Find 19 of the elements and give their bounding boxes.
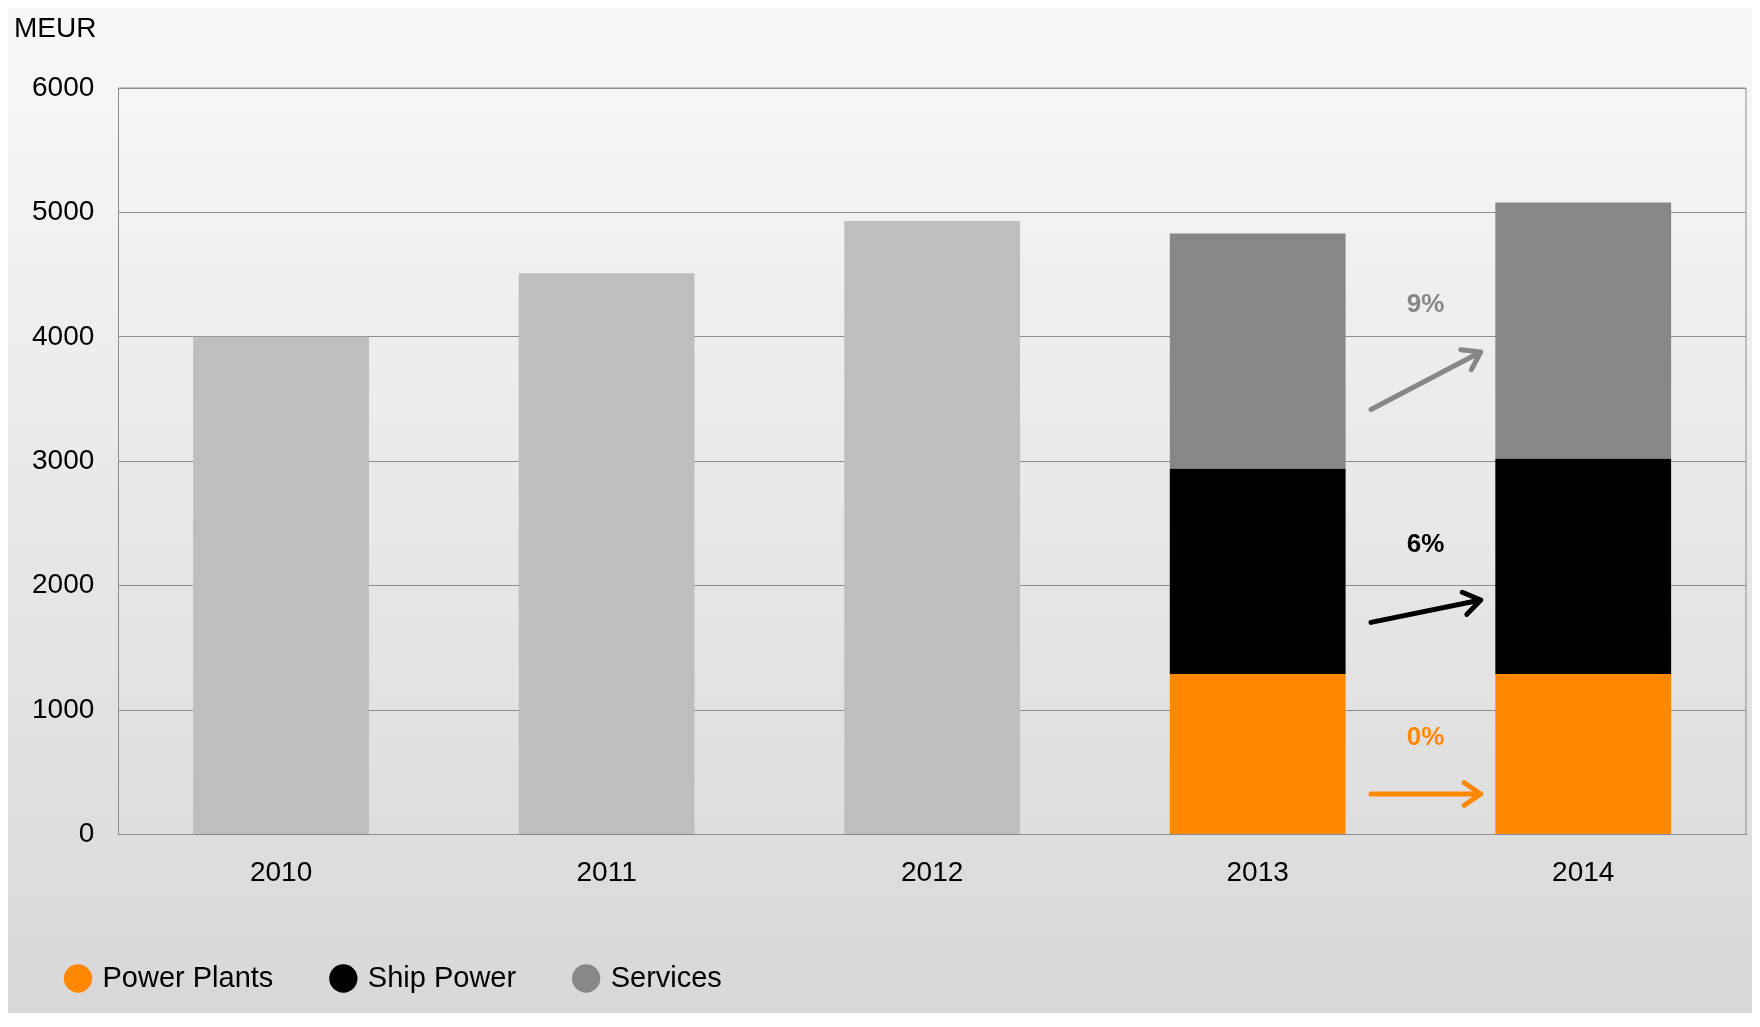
y-tick-label: 2000 xyxy=(31,568,95,600)
y-tick-label: 1000 xyxy=(31,692,95,724)
y-tick-label: 5000 xyxy=(31,195,95,227)
y-tick-label: 0 xyxy=(78,817,95,849)
legend-label: Services xyxy=(610,960,722,993)
y-axis-title: MEUR xyxy=(14,12,97,44)
legend-label: Ship Power xyxy=(367,960,517,993)
y-tick-label: 3000 xyxy=(31,443,95,475)
annotation: 0% xyxy=(1406,721,1445,752)
legend-label: Power Plants xyxy=(102,960,274,993)
x-tick-label: 2013 xyxy=(1226,855,1289,887)
y-tick-label: 4000 xyxy=(31,319,95,351)
y-tick-label: 6000 xyxy=(31,70,95,102)
x-tick-label: 2012 xyxy=(901,855,964,887)
x-tick-label: 2011 xyxy=(576,855,637,887)
annotation: 6% xyxy=(1406,527,1445,558)
annotation: 9% xyxy=(1406,288,1445,319)
x-tick-label: 2014 xyxy=(1552,855,1615,887)
x-tick-label: 2010 xyxy=(249,855,313,887)
